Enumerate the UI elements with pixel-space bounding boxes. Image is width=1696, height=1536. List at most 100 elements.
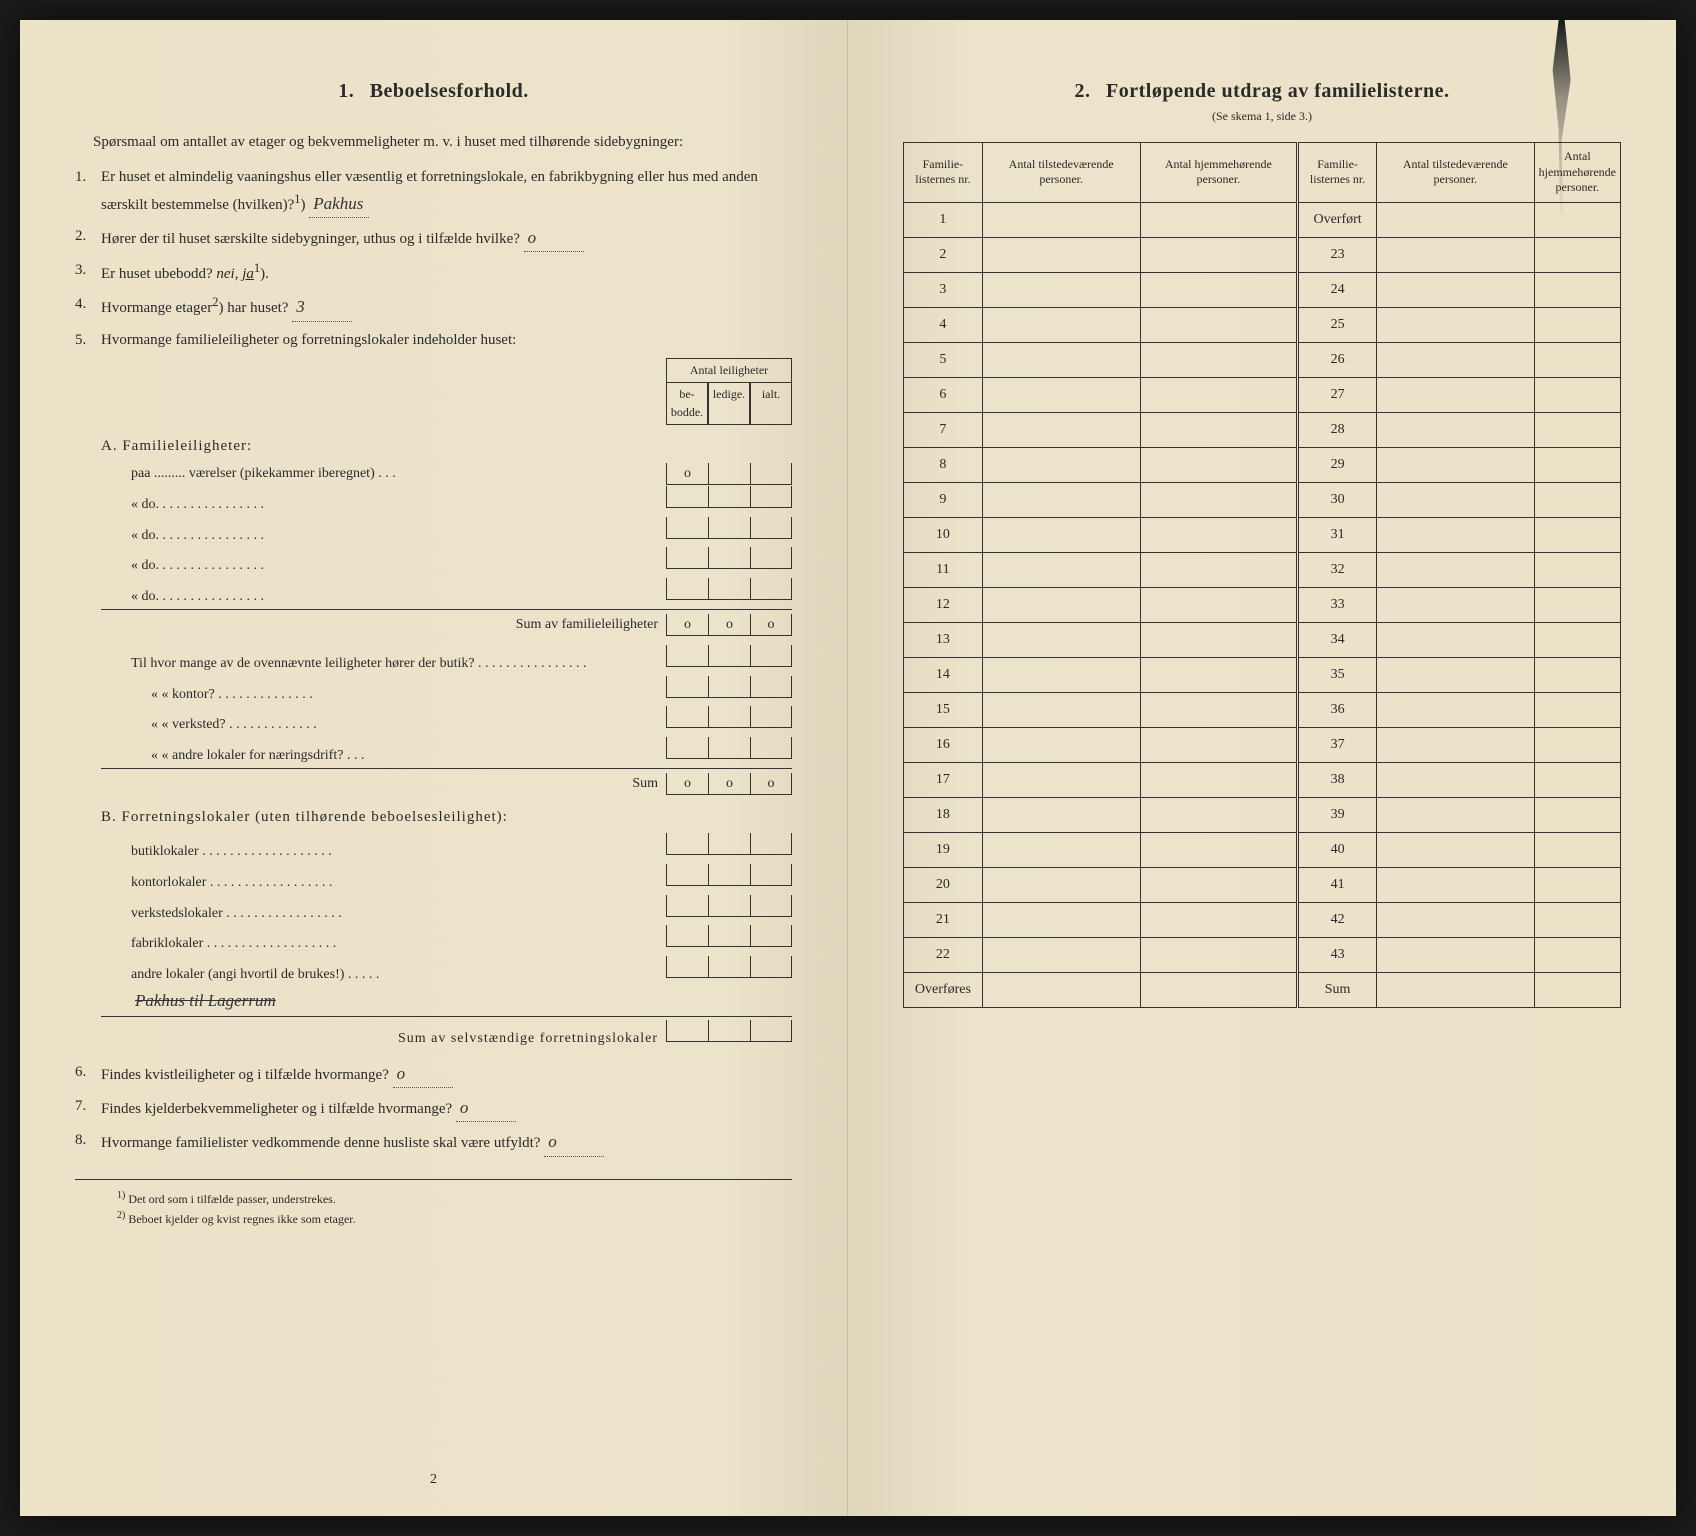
row-a1: paa ......... værelser (pikekammer ibere…	[101, 462, 792, 486]
section-b-heading: B. Forretningslokaler (uten tilhørende b…	[101, 806, 792, 829]
q8: 8. Hvormange familielister vedkommende d…	[101, 1129, 792, 1156]
cell-left-home	[1140, 622, 1298, 657]
section-a-heading: A. Familieleiligheter:	[101, 435, 792, 458]
cell-left-home	[1140, 657, 1298, 692]
q2: 2. Hører der til huset særskilte sidebyg…	[101, 225, 792, 252]
cell-right-nr: 38	[1298, 762, 1377, 797]
cell-right-present	[1377, 552, 1535, 587]
cell-right-nr: 43	[1298, 937, 1377, 972]
cell-left-nr: 17	[904, 762, 983, 797]
cell-left-nr: 22	[904, 937, 983, 972]
cell-right-present	[1377, 727, 1535, 762]
cell-right-home	[1534, 797, 1620, 832]
cell-right-nr: Sum	[1298, 972, 1377, 1007]
row-b1: butiklokaler . . . . . . . . . . . . . .…	[101, 833, 792, 864]
cell-right-nr: 25	[1298, 307, 1377, 342]
table-row: OverføresSum	[904, 972, 1621, 1007]
q6-answer: o	[393, 1061, 453, 1088]
cell-right-home	[1534, 412, 1620, 447]
cell-right-present	[1377, 867, 1535, 902]
right-title: 2. Fortløpende utdrag av familielisterne…	[903, 80, 1621, 103]
table-row: 930	[904, 482, 1621, 517]
cell-right-present	[1377, 272, 1535, 307]
cell-right-nr: 26	[1298, 342, 1377, 377]
cell-left-present	[982, 832, 1140, 867]
q8-answer: o	[544, 1129, 604, 1156]
table-row: 1940	[904, 832, 1621, 867]
left-title-num: 1.	[338, 80, 354, 102]
cell-right-present	[1377, 657, 1535, 692]
table-row: 627	[904, 377, 1621, 412]
row-block-sum: Sum ooo	[101, 768, 792, 796]
right-title-num: 2.	[1075, 80, 1091, 102]
table-row: 1132	[904, 552, 1621, 587]
th-6: Antal hjemmehørende personer.	[1534, 143, 1620, 203]
cell-left-present	[982, 972, 1140, 1007]
row-b-sum: Sum av selvstændige forretningslokaler	[101, 1016, 792, 1051]
cell-right-present	[1377, 482, 1535, 517]
left-page: 1. Beboelsesforhold. Spørsmaal om antall…	[20, 20, 848, 1516]
cell-right-nr: 36	[1298, 692, 1377, 727]
th-4: Familie-listernes nr.	[1298, 143, 1377, 203]
cell-right-home	[1534, 937, 1620, 972]
cell-left-present	[982, 762, 1140, 797]
cell-left-present	[982, 447, 1140, 482]
cell-left-home	[1140, 202, 1298, 237]
row-a-do1: « do. . . . . . . . . . . . . . . .	[101, 486, 792, 517]
cell-right-nr: 33	[1298, 587, 1377, 622]
cell-right-home	[1534, 447, 1620, 482]
cell-right-present	[1377, 832, 1535, 867]
cell-left-home	[1140, 412, 1298, 447]
mini-table-subheader: be-bodde. ledige. ialt.	[101, 382, 792, 425]
mini-table-header: Antal leiligheter	[101, 358, 792, 382]
cell-left-nr: 4	[904, 307, 983, 342]
cell-left-home	[1140, 867, 1298, 902]
cell-right-home	[1534, 657, 1620, 692]
family-list-table: Familie-listernes nr. Antal tilstedevære…	[903, 142, 1621, 1008]
cell-left-nr: 20	[904, 867, 983, 902]
cell-left-nr: 15	[904, 692, 983, 727]
cell-right-present	[1377, 587, 1535, 622]
cell-left-home	[1140, 377, 1298, 412]
question-list: 1. Er huset et almindelig vaaningshus el…	[75, 166, 792, 1157]
cell-left-home	[1140, 552, 1298, 587]
q5: 5. Hvormange familieleiligheter og forre…	[101, 329, 792, 1051]
cell-right-nr: 27	[1298, 377, 1377, 412]
table-row: 1738	[904, 762, 1621, 797]
th-1: Familie-listernes nr.	[904, 143, 983, 203]
cell-left-nr: 16	[904, 727, 983, 762]
document-spread: 1. Beboelsesforhold. Spørsmaal om antall…	[20, 20, 1676, 1516]
cell-right-present	[1377, 622, 1535, 657]
left-title: 1. Beboelsesforhold.	[75, 80, 792, 103]
cell-right-nr: 42	[1298, 902, 1377, 937]
footnote-2: 2) Beboet kjelder og kvist regnes ikke s…	[135, 1208, 792, 1228]
cell-right-nr: 35	[1298, 657, 1377, 692]
cell-left-home	[1140, 972, 1298, 1007]
cell-right-present	[1377, 412, 1535, 447]
cell-right-home	[1534, 237, 1620, 272]
cell-left-home	[1140, 237, 1298, 272]
cell-left-present	[982, 622, 1140, 657]
row-kontor: « « kontor? . . . . . . . . . . . . . .	[101, 676, 792, 707]
cell-left-present	[982, 342, 1140, 377]
cell-right-nr: 31	[1298, 517, 1377, 552]
cell-left-nr: 14	[904, 657, 983, 692]
cell-right-home	[1534, 272, 1620, 307]
cell-left-nr: 10	[904, 517, 983, 552]
cell-right-nr: 39	[1298, 797, 1377, 832]
cell-right-home	[1534, 762, 1620, 797]
cell-left-present	[982, 657, 1140, 692]
cell-right-present	[1377, 762, 1535, 797]
cell-right-present	[1377, 307, 1535, 342]
cell-left-present	[982, 727, 1140, 762]
cell-left-present	[982, 797, 1140, 832]
cell-left-home	[1140, 762, 1298, 797]
cell-left-nr: 7	[904, 412, 983, 447]
cell-left-home	[1140, 517, 1298, 552]
cell-left-present	[982, 937, 1140, 972]
table-row: 728	[904, 412, 1621, 447]
cell-right-home	[1534, 622, 1620, 657]
q3: 3. Er huset ubebodd? nei, ja1).	[101, 259, 792, 286]
cell-right-present	[1377, 202, 1535, 237]
row-a-do2: « do. . . . . . . . . . . . . . . .	[101, 517, 792, 548]
